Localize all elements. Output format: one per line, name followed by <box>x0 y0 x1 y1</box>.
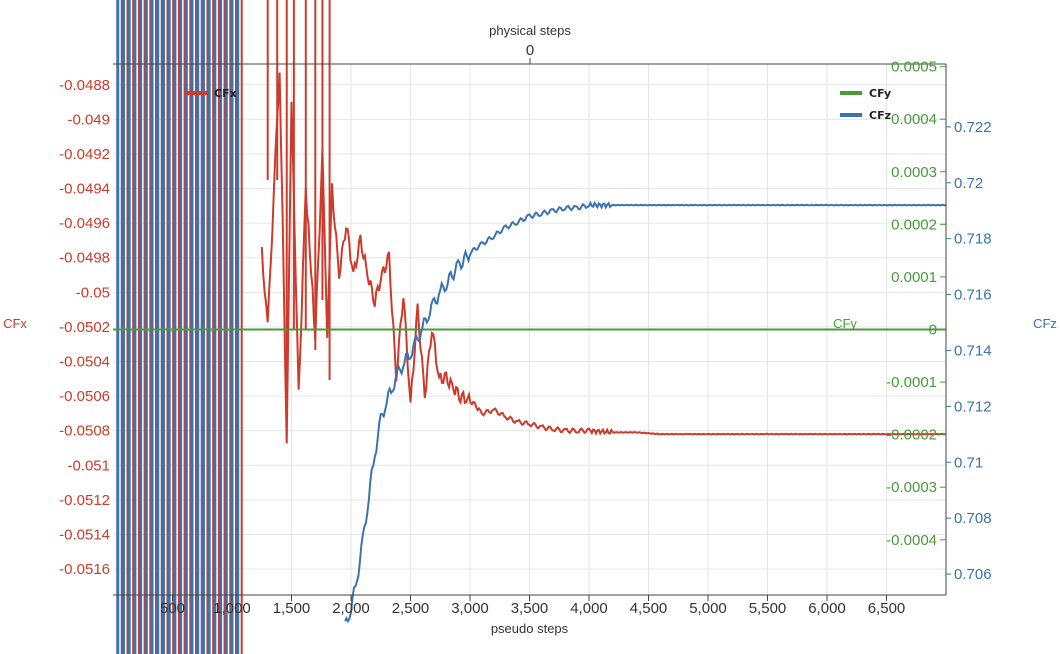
cfz-tick-label: 0.708 <box>954 510 992 527</box>
cfy-axis-title: CFy <box>833 316 857 331</box>
cfz-tick-label: 0.722 <box>954 119 992 136</box>
x-tick-label: 5,500 <box>749 600 787 617</box>
x-tick-label: 6,000 <box>808 600 846 617</box>
cfy-tick-label: 0 <box>929 322 937 339</box>
x2-tick-label: 0 <box>526 42 534 59</box>
legend-label-cfx: CFx <box>214 87 237 100</box>
cfx-tick-label: -0.0494 <box>59 181 110 198</box>
cfz-tick-label: 0.716 <box>954 287 992 304</box>
legend-label-cfy: CFy <box>869 87 891 100</box>
cfx-tick-label: -0.0506 <box>59 388 110 405</box>
x-tick-label: 500 <box>160 600 185 617</box>
x-tick-label: 2,000 <box>332 600 370 617</box>
axes-layer: 500 1,000 1,500 2,000 2,500 3,000 3,500 4,000 4,… <box>3 23 1057 636</box>
cfz-tick-label: 0.706 <box>954 566 992 583</box>
x-axis-title: pseudo steps <box>491 621 569 636</box>
cfx-tick-label: -0.0496 <box>59 215 110 232</box>
cfz-tick-label: 0.72 <box>954 175 983 192</box>
cfy-tick-label: -0.0004 <box>886 532 937 549</box>
cfx-tick-label: -0.0508 <box>59 423 110 440</box>
cfy-tick-label: 0.0002 <box>891 216 937 233</box>
cfz-tick-label: 0.714 <box>954 342 992 359</box>
cfz-tick-label: 0.712 <box>954 398 992 415</box>
series-line-cfz <box>344 200 947 624</box>
cfx-tick-label: -0.0504 <box>59 353 110 370</box>
x-tick-label: 5,000 <box>689 600 727 617</box>
x-tick-label: 3,500 <box>511 600 549 617</box>
x-tick-label: 1,000 <box>213 600 251 617</box>
x-tick-label: 4,000 <box>570 600 608 617</box>
cfy-tick-label: 0.0001 <box>891 269 937 286</box>
x-tick-label: 2,500 <box>392 600 430 617</box>
cfx-tick-label: -0.0492 <box>59 146 110 163</box>
cfx-tick-label: -0.0488 <box>59 77 110 94</box>
cfz-tick-label: 0.71 <box>954 454 983 471</box>
cfx-tick-label: -0.049 <box>67 111 110 128</box>
legend: CFx CFy CFz <box>185 87 891 122</box>
x-tick-label: 6,500 <box>868 600 906 617</box>
cfy-tick-label: 0.0004 <box>891 111 937 128</box>
cfx-axis-title: CFx <box>3 316 27 331</box>
x-tick-label: 4,500 <box>630 600 668 617</box>
cfy-tick-label: -0.0002 <box>886 427 937 444</box>
cfx-tick-label: -0.0516 <box>59 561 110 578</box>
cfx-tick-label: -0.05 <box>76 284 110 301</box>
cfx-tick-label: -0.0498 <box>59 250 110 267</box>
legend-label-cfz: CFz <box>869 109 891 122</box>
cfz-tick-label: 0.718 <box>954 231 992 248</box>
cfy-tick-label: -0.0001 <box>886 374 937 391</box>
series-line-cfx <box>260 72 947 444</box>
cfx-tick-label: -0.051 <box>67 457 110 474</box>
x2-axis-title: physical steps <box>489 23 571 38</box>
cfy-tick-label: 0.0003 <box>891 164 937 181</box>
early-oscillation <box>116 0 331 654</box>
cfx-tick-label: -0.0502 <box>59 319 110 336</box>
cfx-tick-label: -0.0512 <box>59 492 110 509</box>
cfx-tick-label: -0.0514 <box>59 526 110 543</box>
cfz-axis-title: CFz <box>1033 316 1057 331</box>
cfy-tick-label: 0.0005 <box>891 59 937 76</box>
cfy-tick-label: -0.0003 <box>886 479 937 496</box>
x-tick-label: 1,500 <box>273 600 311 617</box>
series-layer <box>113 0 947 654</box>
x-tick-label: 3,000 <box>451 600 489 617</box>
